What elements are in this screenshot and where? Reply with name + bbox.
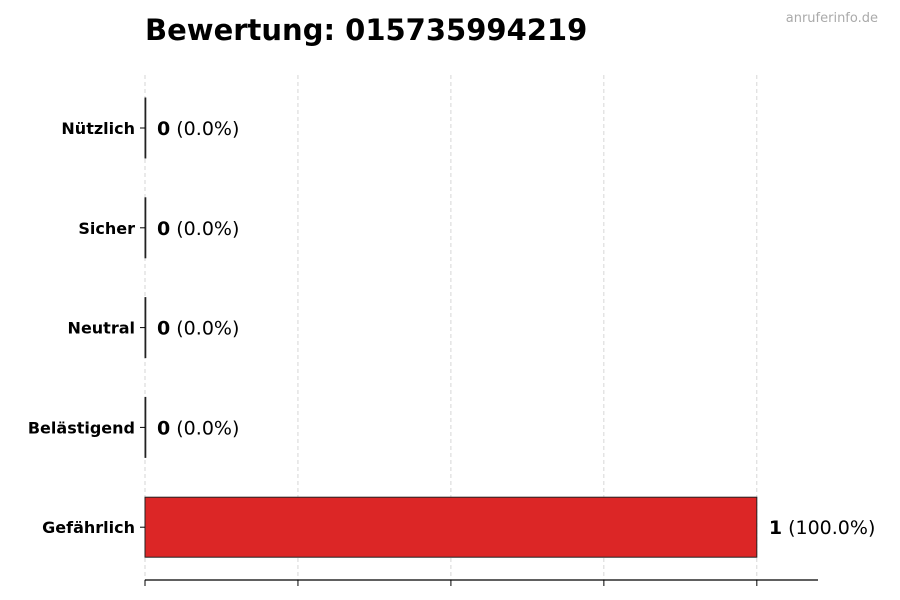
value-label: 1 (100.0%) — [769, 517, 876, 539]
bar-Belästigend — [144, 396, 147, 458]
value-count: 0 — [157, 118, 170, 140]
value-percent: (100.0%) — [782, 517, 875, 539]
value-count: 1 — [769, 517, 782, 539]
value-label: 0 (0.0%) — [157, 118, 239, 140]
value-label: 0 (0.0%) — [157, 318, 239, 340]
bar-Gefährlich — [144, 496, 758, 558]
chart-title: Bewertung: 015735994219 — [145, 13, 587, 47]
bar-Nützlich — [144, 97, 147, 159]
bar-Sicher — [144, 197, 147, 259]
bar-Neutral — [144, 297, 147, 359]
value-label: 0 (0.0%) — [157, 417, 239, 439]
category-label: Gefährlich — [42, 518, 135, 537]
value-label: 0 (0.0%) — [157, 218, 239, 240]
category-label: Nützlich — [61, 119, 135, 138]
value-percent: (0.0%) — [170, 417, 239, 439]
value-percent: (0.0%) — [170, 118, 239, 140]
category-label: Neutral — [68, 319, 135, 338]
value-count: 0 — [157, 417, 170, 439]
value-percent: (0.0%) — [170, 318, 239, 340]
value-count: 0 — [157, 218, 170, 240]
watermark: anruferinfo.de — [786, 11, 878, 26]
value-percent: (0.0%) — [170, 218, 239, 240]
value-count: 0 — [157, 318, 170, 340]
category-label: Belästigend — [28, 418, 135, 437]
category-label: Sicher — [78, 219, 135, 238]
